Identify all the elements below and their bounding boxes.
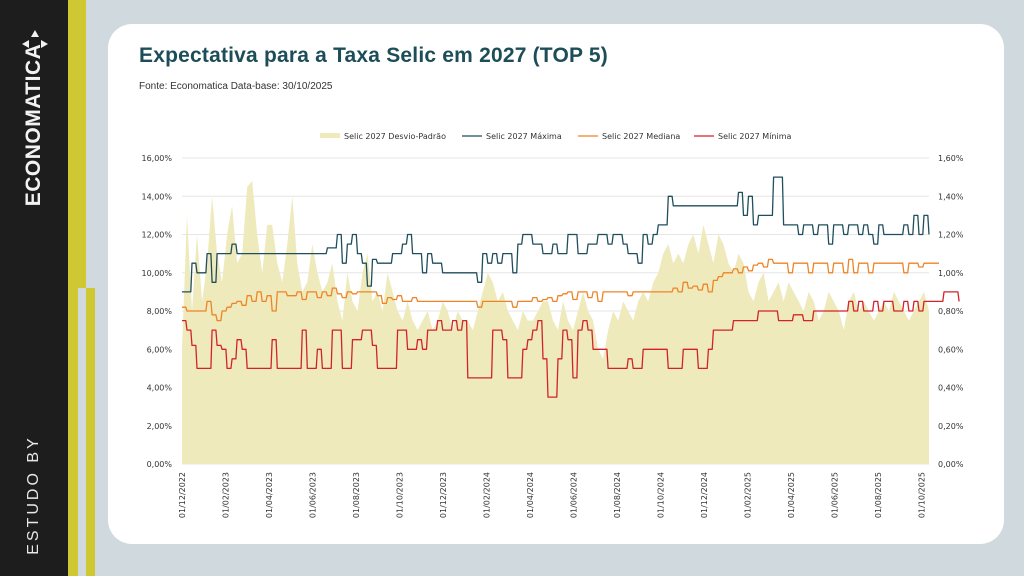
- page-title: Expectativa para a Taxa Selic em 2027 (T…: [139, 44, 608, 67]
- brand-stripe-gap: [78, 288, 86, 576]
- legend-label: Selic 2027 Mínima: [718, 132, 792, 141]
- source-note: Fonte: Economatica Data-base: 30/10/2025: [139, 81, 333, 92]
- y-right-tick-label: 1,60%: [938, 154, 964, 163]
- x-tick-label: 01/04/2024: [526, 472, 535, 518]
- series-mediana-line: [182, 258, 939, 322]
- x-tick-label: 01/04/2023: [265, 472, 274, 518]
- legend-label: Selic 2027 Máxima: [486, 132, 562, 141]
- y-left-tick-label: 16,00%: [141, 154, 172, 163]
- y-right-tick-label: 1,40%: [938, 192, 964, 201]
- x-tick-label: 01/08/2024: [613, 472, 622, 518]
- y-right-tick-label: 0,60%: [938, 345, 964, 354]
- y-left-tick-label: 2,00%: [147, 422, 173, 431]
- series-desvio-padrao-area: [182, 181, 929, 464]
- legend-mediana: Selic 2027 Mediana: [578, 132, 680, 141]
- series-maxima-line: [182, 176, 930, 293]
- x-tick-label: 01/06/2025: [831, 472, 840, 518]
- x-tick-label: 01/02/2023: [222, 472, 231, 518]
- x-tick-label: 01/10/2025: [918, 472, 927, 518]
- x-tick-label: 01/12/2024: [700, 472, 709, 518]
- x-tick-label: 01/06/2024: [570, 472, 579, 518]
- x-tick-label: 01/08/2025: [874, 472, 883, 518]
- legend-maxima: Selic 2027 Máxima: [462, 132, 562, 141]
- y-right-tick-label: 1,00%: [938, 269, 964, 278]
- legend-desvio-padrao: Selic 2027 Desvio-Padrão: [320, 132, 446, 141]
- x-tick-label: 01/08/2023: [352, 472, 361, 518]
- legend-swatch: [320, 133, 340, 138]
- compass-arrows-icon: [22, 30, 48, 48]
- y-left-tick-label: 12,00%: [141, 231, 172, 240]
- series-minima-line: [182, 291, 960, 398]
- y-left-tick-label: 4,00%: [147, 384, 173, 393]
- x-tick-label: 01/10/2024: [657, 472, 666, 518]
- y-left-tick-label: 6,00%: [147, 345, 173, 354]
- x-tick-label: 01/02/2025: [744, 472, 753, 518]
- x-tick-label: 01/02/2024: [483, 472, 492, 518]
- brand-sidebar: [0, 0, 68, 576]
- legend-minima: Selic 2027 Mínima: [694, 132, 792, 141]
- y-left-tick-label: 10,00%: [141, 269, 172, 278]
- x-tick-label: 01/10/2023: [396, 472, 405, 518]
- legend-label: Selic 2027 Mediana: [602, 132, 680, 141]
- legend-label: Selic 2027 Desvio-Padrão: [344, 132, 446, 141]
- x-tick-label: 01/06/2023: [309, 472, 318, 518]
- x-tick-label: 01/04/2025: [787, 472, 796, 518]
- brand-stripe-secondary: [86, 288, 95, 576]
- x-tick-label: 01/12/2023: [439, 472, 448, 518]
- y-right-tick-label: 0,00%: [938, 460, 964, 469]
- y-left-tick-label: 8,00%: [147, 307, 173, 316]
- x-tick-label: 01/12/2022: [178, 472, 187, 518]
- y-right-tick-label: 0,40%: [938, 384, 964, 393]
- y-right-tick-label: 0,20%: [938, 422, 964, 431]
- y-right-tick-label: 1,20%: [938, 231, 964, 240]
- y-left-tick-label: 0,00%: [147, 460, 173, 469]
- y-right-tick-label: 0,80%: [938, 307, 964, 316]
- y-left-tick-label: 14,00%: [141, 192, 172, 201]
